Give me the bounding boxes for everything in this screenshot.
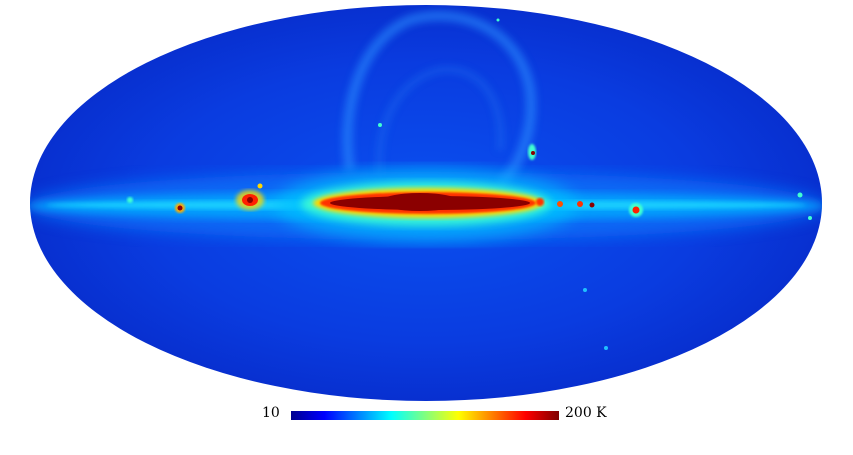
orion-source bbox=[629, 203, 643, 217]
compact-source bbox=[127, 197, 133, 203]
all-sky-map bbox=[30, 5, 822, 401]
bulge-core-bright bbox=[380, 193, 460, 211]
cassiopeia-source bbox=[175, 203, 185, 213]
compact-source bbox=[378, 123, 382, 127]
compact-source bbox=[808, 216, 812, 220]
source-knot bbox=[577, 201, 583, 207]
compact-source bbox=[583, 288, 587, 292]
cygnus-region bbox=[236, 190, 264, 210]
compact-source bbox=[797, 192, 803, 198]
colorbar: 10 200 K bbox=[0, 404, 853, 428]
source-knot bbox=[589, 202, 595, 208]
north-polar-spur bbox=[342, 10, 536, 189]
compact-source bbox=[604, 346, 608, 350]
compact-source bbox=[496, 18, 500, 22]
ophiuchus-source bbox=[528, 144, 536, 160]
colorbar-min-label: 10 bbox=[262, 405, 280, 421]
compact-source bbox=[257, 183, 263, 189]
spur-inner-loop bbox=[376, 66, 504, 176]
source-knot bbox=[557, 201, 563, 207]
colorbar-gradient bbox=[291, 411, 559, 420]
source-knot bbox=[536, 198, 544, 206]
colorbar-max-label: 200 K bbox=[565, 405, 607, 421]
